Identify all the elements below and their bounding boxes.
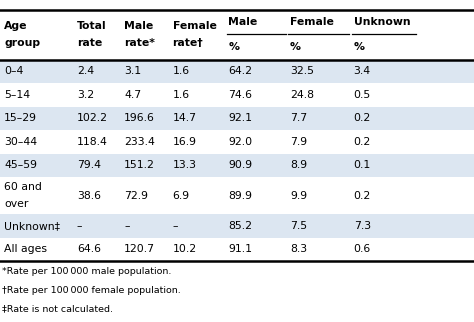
Text: 8.3: 8.3	[290, 244, 307, 254]
Text: 60 and: 60 and	[4, 183, 42, 193]
Text: 85.2: 85.2	[228, 221, 253, 231]
Text: 7.7: 7.7	[290, 113, 307, 123]
Text: 0.2: 0.2	[354, 191, 371, 201]
Text: Female: Female	[173, 21, 217, 31]
Text: Unknown‡: Unknown‡	[4, 221, 60, 231]
Bar	[0, 107, 474, 130]
Text: %: %	[290, 42, 301, 52]
Text: 7.5: 7.5	[290, 221, 307, 231]
Text: rate†: rate†	[173, 38, 203, 48]
Text: 1.6: 1.6	[173, 90, 190, 100]
Text: 7.3: 7.3	[354, 221, 371, 231]
Text: Female: Female	[290, 17, 334, 27]
Text: ‡Rate is not calculated.: ‡Rate is not calculated.	[2, 304, 113, 313]
Text: Male: Male	[124, 21, 154, 31]
Text: 6.9: 6.9	[173, 191, 190, 201]
Text: 0.2: 0.2	[354, 137, 371, 147]
Text: %: %	[354, 42, 365, 52]
Bar	[0, 60, 474, 83]
Text: 16.9: 16.9	[173, 137, 197, 147]
Text: 45–59: 45–59	[4, 160, 37, 170]
Text: group: group	[4, 38, 40, 48]
Text: 0.6: 0.6	[354, 244, 371, 254]
Text: 102.2: 102.2	[77, 113, 108, 123]
Text: 24.8: 24.8	[290, 90, 314, 100]
Text: 32.5: 32.5	[290, 66, 314, 76]
Text: 196.6: 196.6	[124, 113, 155, 123]
Text: 72.9: 72.9	[124, 191, 148, 201]
Text: 64.6: 64.6	[77, 244, 101, 254]
Text: Age: Age	[4, 21, 28, 31]
Text: †Rate per 100 000 female population.: †Rate per 100 000 female population.	[2, 286, 181, 295]
Text: –: –	[77, 221, 82, 231]
Text: –: –	[124, 221, 130, 231]
Text: 5–14: 5–14	[4, 90, 30, 100]
Text: over: over	[4, 199, 28, 209]
Text: Total: Total	[77, 21, 106, 31]
Text: 1.6: 1.6	[173, 66, 190, 76]
Text: 0.2: 0.2	[354, 113, 371, 123]
Text: 9.9: 9.9	[290, 191, 307, 201]
Text: 89.9: 89.9	[228, 191, 253, 201]
Text: 0–4: 0–4	[4, 66, 24, 76]
Text: 0.1: 0.1	[354, 160, 371, 170]
Text: 10.2: 10.2	[173, 244, 197, 254]
Text: 91.1: 91.1	[228, 244, 253, 254]
Text: 38.6: 38.6	[77, 191, 101, 201]
Text: 233.4: 233.4	[124, 137, 155, 147]
Text: 14.7: 14.7	[173, 113, 197, 123]
Text: 64.2: 64.2	[228, 66, 253, 76]
Text: 30–44: 30–44	[4, 137, 37, 147]
Text: 90.9: 90.9	[228, 160, 253, 170]
Bar	[0, 214, 474, 238]
Text: 92.1: 92.1	[228, 113, 253, 123]
Text: %: %	[228, 42, 239, 52]
Text: 0.5: 0.5	[354, 90, 371, 100]
Text: 120.7: 120.7	[124, 244, 155, 254]
Text: Unknown: Unknown	[354, 17, 410, 27]
Text: 4.7: 4.7	[124, 90, 141, 100]
Text: *Rate per 100 000 male population.: *Rate per 100 000 male population.	[2, 267, 171, 276]
Bar	[0, 154, 474, 177]
Text: 15–29: 15–29	[4, 113, 37, 123]
Text: 2.4: 2.4	[77, 66, 94, 76]
Text: 118.4: 118.4	[77, 137, 108, 147]
Text: 13.3: 13.3	[173, 160, 197, 170]
Text: 74.6: 74.6	[228, 90, 253, 100]
Text: 3.2: 3.2	[77, 90, 94, 100]
Text: 3.1: 3.1	[124, 66, 141, 76]
Text: Male: Male	[228, 17, 258, 27]
Text: 8.9: 8.9	[290, 160, 307, 170]
Text: 7.9: 7.9	[290, 137, 307, 147]
Text: 92.0: 92.0	[228, 137, 253, 147]
Text: 151.2: 151.2	[124, 160, 155, 170]
Text: 79.4: 79.4	[77, 160, 101, 170]
Text: 3.4: 3.4	[354, 66, 371, 76]
Text: All ages: All ages	[4, 244, 47, 254]
Text: rate*: rate*	[124, 38, 155, 48]
Text: –: –	[173, 221, 178, 231]
Text: rate: rate	[77, 38, 102, 48]
